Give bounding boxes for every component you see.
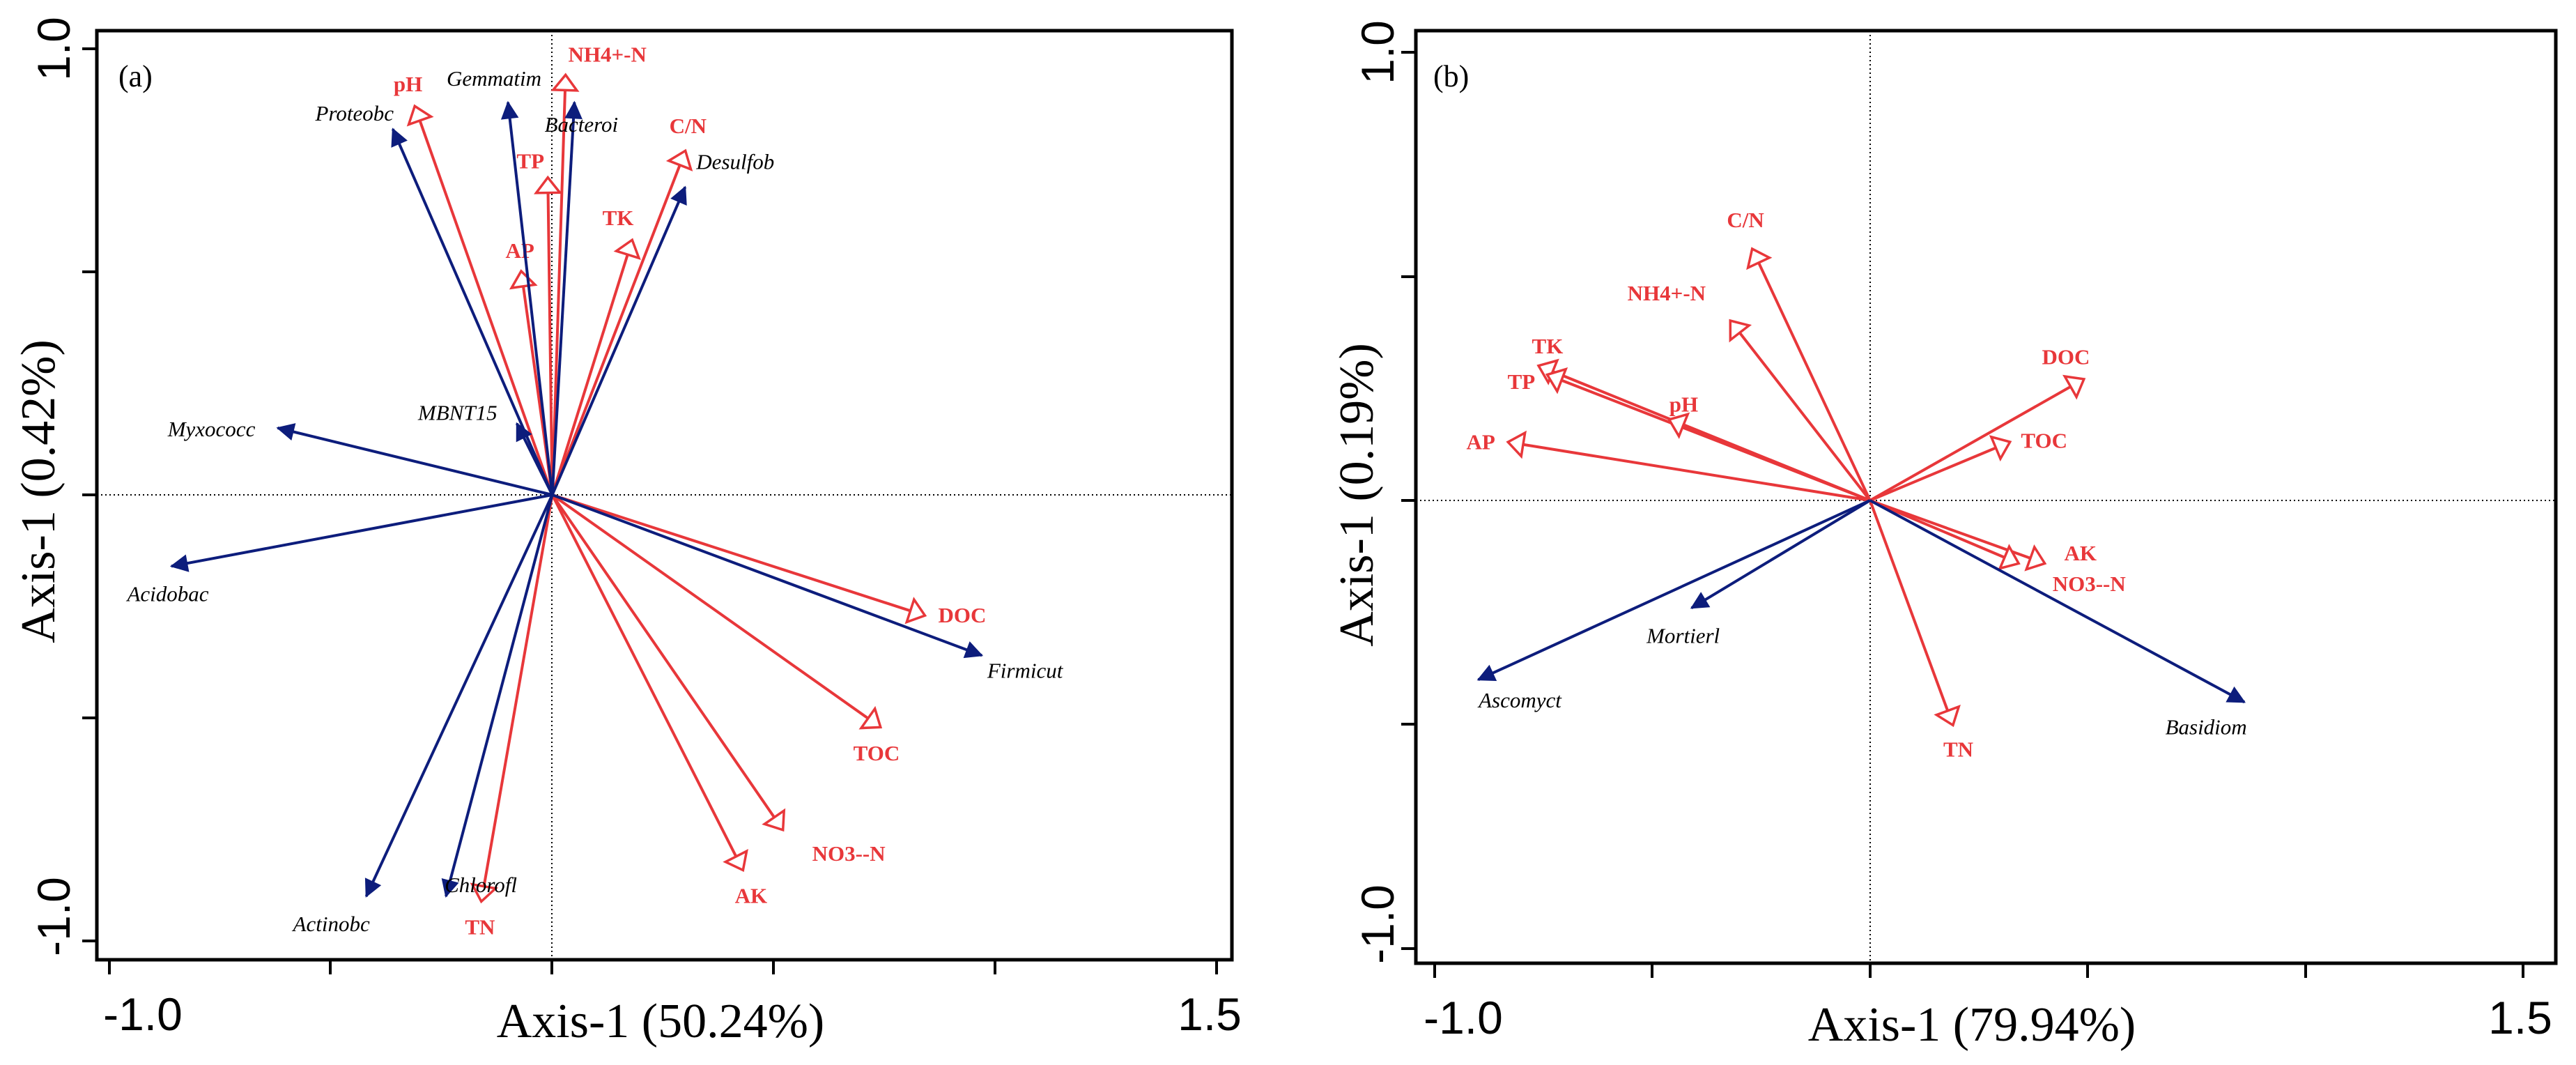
panel-a-taxa-vector-4 (515, 422, 554, 496)
panel-a-env-label-8: NO3--N (812, 841, 886, 866)
panel-b-biplot: (b) -1.0 1.5 1.0 -1.0 Axis-1 (79.94%) Ax… (1330, 20, 2558, 1052)
panel-b-env-vector-5 (1506, 430, 1871, 502)
panel-a-xtick-max: 1.5 (1178, 988, 1242, 1040)
panel-a-taxa-label-6: Acidobac (125, 581, 208, 606)
panel-b-ref-lines (1416, 31, 2556, 963)
panel-a-env-vector-1 (550, 72, 580, 496)
panel-a-env-label-6: DOC (939, 603, 987, 627)
panel-a-env-label-3: C/N (670, 114, 707, 138)
panel-a-env-vector-2 (534, 175, 563, 496)
panel-a-taxa-vector-7 (551, 493, 984, 659)
panel-b-env-label-10: TN (1943, 737, 1973, 762)
panel-a-taxa-label-9: Actinobc (292, 912, 370, 936)
panel-a-taxa-label-7: Firmicut (987, 658, 1064, 682)
panel-a-env-vector-7 (551, 493, 883, 730)
panel-b-xtick-min: -1.0 (1424, 992, 1503, 1043)
panel-a-ytick-min: -1.0 (28, 877, 79, 956)
panel-b-label: (b) (1433, 59, 1469, 93)
panel-a-env-label-5: AP (505, 238, 534, 263)
panel-b-env-label-9: NO3--N (2053, 572, 2126, 596)
panel-a-taxa-label-0: Proteobc (315, 101, 394, 125)
panel-a-env-vector-8 (550, 493, 786, 832)
panel-a-taxa-label-3: Desulfob (695, 149, 774, 174)
panel-b-env-vectors: C/N NH4+-N TK TP pH AP DOC TOC AK NO3--N TN (1467, 208, 2126, 762)
panel-b-env-label-8: AK (2064, 541, 2097, 565)
panel-b-env-vector-0 (1746, 247, 1872, 501)
panel-a-env-vector-3 (550, 148, 693, 496)
panel-a-env-label-0: pH (394, 72, 422, 96)
panel-b-taxa-vector-0 (1476, 499, 1871, 682)
panel-b-env-label-3: TP (1508, 369, 1536, 394)
panel-b-ytick-max: 1.0 (1352, 20, 1403, 84)
panel-b-env-vector-8 (1869, 499, 2047, 572)
panel-a-env-label-1: NH4+-N (568, 42, 646, 66)
panel-a-taxa-vector-3 (550, 185, 687, 496)
panel-b-ticks (1401, 51, 2524, 978)
panel-b-frame (1414, 29, 2558, 965)
panel-b-x-axis-title: Axis-1 (79.94%) (1808, 998, 2136, 1052)
panel-b-env-label-6: DOC (2042, 344, 2090, 369)
panel-a-env-vector-9 (550, 494, 748, 873)
panel-a-env-label-7: TOC (854, 741, 900, 765)
panel-a-label: (a) (118, 59, 153, 93)
panel-a-ytick-max: 1.0 (28, 17, 79, 81)
panel-a-taxa-vector-0 (391, 128, 554, 496)
panel-b-env-label-4: pH (1669, 392, 1698, 416)
panel-b-env-vector-1 (1729, 319, 1872, 502)
panel-b-taxa-vector-1 (1690, 499, 1871, 610)
panel-b-taxa-label-1: Mortierl (1646, 623, 1720, 648)
panel-a-taxa-label-8: Chlorofl (445, 873, 517, 897)
panel-a-y-axis-title: Axis-1 (0.42%) (12, 339, 65, 643)
panel-a-taxa-label-4: MBNT15 (417, 401, 498, 425)
panel-b-taxa-vector-2 (1869, 499, 2246, 704)
panel-b-env-vector-4 (1667, 412, 1871, 502)
panel-b-env-label-7: TOC (2021, 428, 2067, 452)
panel-a-frame (95, 29, 1234, 962)
panel-a-ticks (82, 47, 1218, 974)
panel-b-xtick-max: 1.5 (2488, 992, 2552, 1043)
panel-a-taxa-vector-8 (441, 494, 554, 898)
panel-a-x-axis-title: Axis-1 (50.24%) (497, 995, 824, 1048)
panel-b-taxa-vectors: Ascomyct Mortierl Basidiom (1476, 499, 2247, 739)
panel-a-taxa-label-5: Myxococc (167, 417, 256, 441)
panel-b-env-vector-10 (1868, 500, 1961, 728)
panel-a-taxa-vector-1 (500, 100, 554, 496)
panel-a-biplot: (a) -1.0 1.5 1.0 -1.0 Axis-1 (50.24%) Ax… (12, 17, 1242, 1048)
panel-b-y-axis-title: Axis-1 (0.19%) (1330, 343, 1384, 646)
panel-a-env-vector-10 (470, 494, 554, 904)
panel-a-env-vector-6 (551, 493, 927, 625)
panel-a-env-label-10: TN (465, 914, 495, 939)
panel-a-taxa-vector-9 (364, 494, 554, 898)
panel-a-env-label-9: AK (735, 884, 768, 908)
panel-a-env-label-2: TP (516, 149, 544, 174)
panel-a-env-vectors: pH NH4+-N TP C/N TK AP DOC TOC NO3--N AK TN (394, 42, 987, 939)
panel-a-ref-lines (97, 31, 1232, 960)
panel-b-env-vector-9 (1869, 499, 2021, 571)
panel-a-env-vector-4 (550, 238, 641, 496)
panel-b-taxa-label-0: Ascomyct (1477, 688, 1562, 712)
panel-b-env-label-1: NH4+-N (1628, 281, 1706, 305)
panel-a-xtick-min: -1.0 (103, 988, 183, 1040)
panel-b-env-label-0: C/N (1727, 208, 1764, 232)
panel-a-taxa-vector-2 (550, 100, 583, 496)
panel-b-env-label-2: TK (1532, 334, 1564, 358)
panel-b-env-vector-6 (1869, 374, 2086, 502)
panel-a-taxa-vector-6 (169, 493, 553, 572)
panel-a-taxa-label-2: Bacteroi (545, 112, 619, 137)
panel-a-env-label-4: TK (603, 206, 634, 230)
panel-b-env-label-5: AP (1467, 429, 1495, 454)
panel-a-taxa-vector-5 (276, 423, 553, 496)
panel-a-taxa-label-1: Gemmatim (447, 66, 541, 91)
panel-b-taxa-label-2: Basidiom (2166, 714, 2247, 739)
panel-b-env-vector-7 (1869, 435, 2012, 502)
panel-b-ytick-min: -1.0 (1352, 884, 1403, 964)
